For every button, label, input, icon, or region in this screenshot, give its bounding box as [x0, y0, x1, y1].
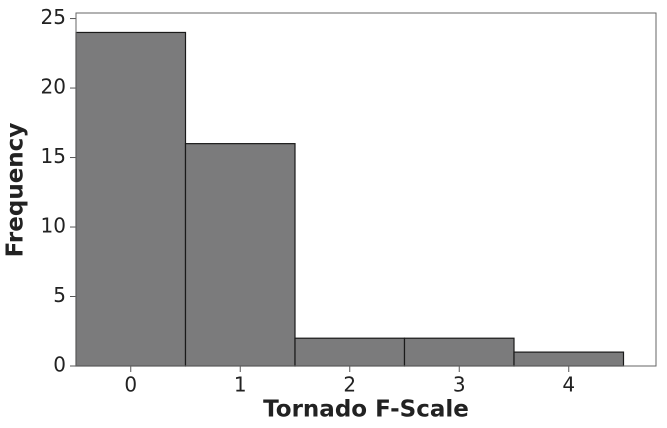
- x-tick-label: 1: [234, 373, 247, 397]
- plot-frame: [75, 12, 657, 367]
- y-tick-label: 25: [41, 5, 66, 29]
- bar: [75, 31, 187, 367]
- bar: [294, 337, 406, 367]
- x-axis-label: Tornado F-Scale: [263, 397, 469, 423]
- y-tick-label: 15: [41, 144, 66, 168]
- x-tick-label: 4: [562, 373, 575, 397]
- y-tick-label: 0: [53, 353, 66, 377]
- y-axis-label: Frequency: [3, 123, 29, 258]
- x-tick-label: 0: [124, 373, 137, 397]
- y-tick-label: 20: [41, 75, 66, 99]
- bar: [513, 351, 625, 367]
- y-tick-label: 10: [41, 214, 66, 238]
- y-tick-label: 5: [53, 283, 66, 307]
- x-tick-label: 3: [453, 373, 466, 397]
- bar: [403, 337, 515, 367]
- x-tick-label: 2: [343, 373, 356, 397]
- bar: [184, 143, 296, 367]
